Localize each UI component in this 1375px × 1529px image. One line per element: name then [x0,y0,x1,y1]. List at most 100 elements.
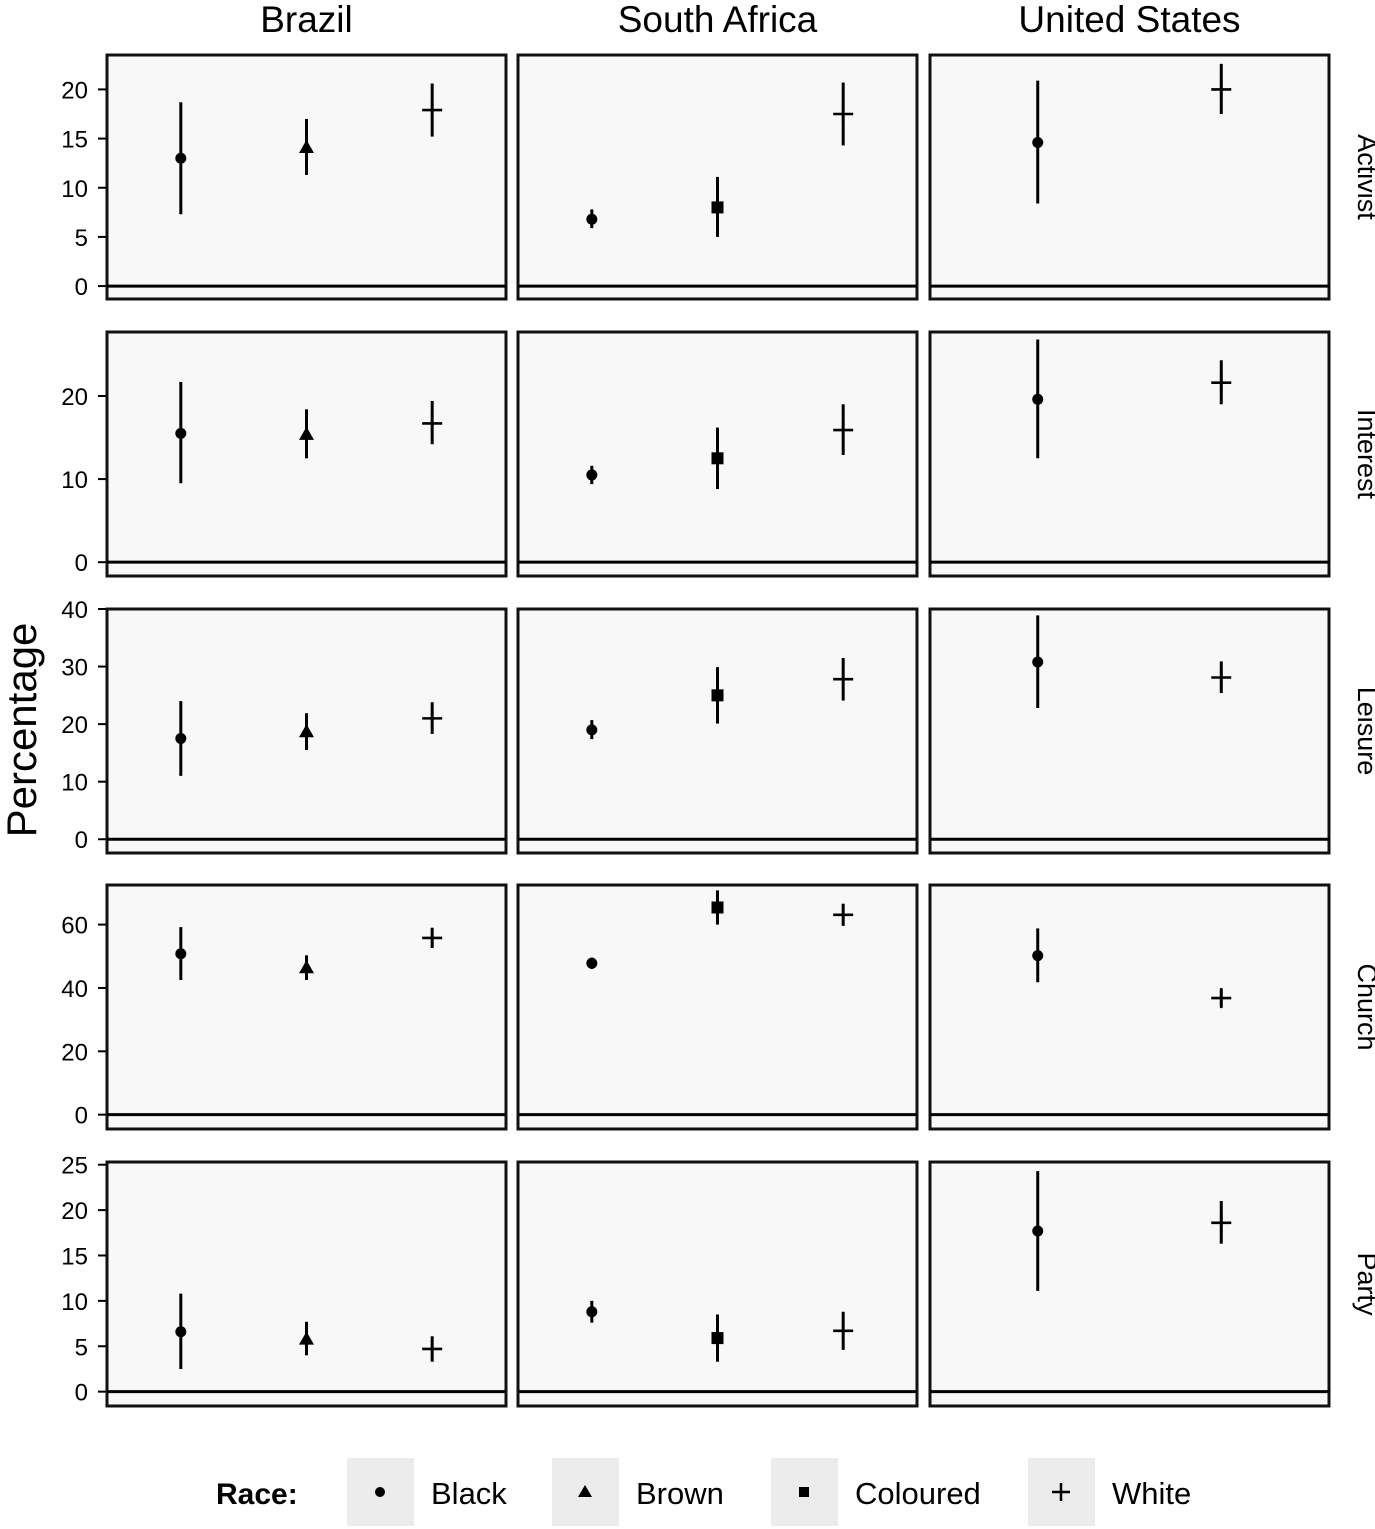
point-brown [299,426,314,440]
point-black [586,469,598,481]
y-tick-label: 60 [61,913,88,940]
point-black [175,1326,187,1338]
column-title-south-africa: South Africa [618,0,818,40]
point-black [175,152,187,164]
panel-interest-south-africa [516,330,919,578]
point-black [1032,393,1044,405]
panel-interest-united-states [928,330,1331,578]
panel-party-brazil [105,1160,508,1408]
point-black [175,427,187,439]
y-tick-label: 20 [61,1198,88,1225]
panel-party-united-states [928,1160,1331,1408]
y-axis-interest: 0 10 20 [61,384,107,577]
y-tick-label: 0 [75,1103,88,1130]
point-white [833,669,854,690]
point-black [586,957,598,969]
legend-key-triangle-icon [578,1485,592,1497]
panel-party-south-africa [516,1160,919,1408]
point-white [1211,1212,1232,1233]
panel-frame [928,883,1331,1131]
panel-frame [928,330,1331,578]
point-coloured [711,201,724,214]
legend-label: White [1112,1476,1191,1511]
point-black [175,733,187,745]
y-tick-label: 10 [61,770,88,797]
y-axis-title: Percentage [0,623,45,838]
point-white [833,1320,854,1341]
column-title-brazil: Brazil [260,0,353,40]
panel-frame [105,1160,508,1408]
point-brown [299,139,314,154]
panel-leisure-united-states [928,607,1331,855]
legend-item-coloured: Coloured [771,1458,981,1526]
panel-activist-south-africa [516,53,919,301]
point-brown [299,1331,314,1345]
panel-church-united-states [928,883,1331,1131]
y-axis-party: 0 5 10 15 20 25 [61,1153,107,1407]
row-label-party: Party [1352,1252,1375,1316]
y-axis-leisure: 0 10 20 30 40 [61,597,107,854]
y-tick-label: 30 [61,655,88,682]
point-white [422,927,443,948]
row-label-interest: Interest [1352,409,1375,500]
point-brown [299,960,314,974]
panel-leisure-brazil [105,607,508,855]
y-tick-label: 20 [61,712,88,739]
legend-item-black: Black [347,1458,507,1526]
point-coloured [711,901,724,914]
point-white [833,420,854,441]
y-tick-label: 20 [61,1039,88,1066]
point-white [833,904,854,925]
point-black [586,1306,598,1318]
row-label-church: Church [1352,963,1375,1050]
column-title-united-states: United States [1018,0,1240,40]
point-black [1032,950,1044,962]
point-white [833,104,854,124]
legend-label: Black [431,1476,507,1511]
y-tick-label: 40 [61,976,88,1003]
row-label-leisure: Leisure [1352,687,1375,776]
legend-label: Coloured [855,1476,981,1511]
panel-frame [105,53,508,301]
panel-frame [928,607,1331,855]
point-white [422,413,443,434]
point-coloured [711,689,724,702]
panel-church-south-africa [516,883,919,1131]
point-black [175,948,187,960]
y-tick-label: 10 [61,1289,88,1316]
point-black [586,213,598,225]
row-label-activist: Activist [1352,134,1375,220]
y-tick-label: 25 [61,1153,88,1180]
y-tick-label: 10 [61,467,88,494]
point-white [1211,372,1232,393]
y-tick-label: 0 [75,827,88,854]
point-white [1211,667,1232,688]
panel-frame [516,883,919,1131]
point-black [1032,656,1044,668]
y-tick-label: 40 [61,597,88,624]
panel-frame [105,330,508,578]
y-axis-church: 0 20 40 60 [61,913,107,1130]
legend-key-circle-icon [375,1487,385,1497]
panel-activist-brazil [105,53,508,301]
panel-activist-united-states [928,53,1331,301]
panel-frame [516,607,919,855]
y-tick-label: 15 [61,1243,88,1270]
point-black [1032,137,1044,149]
legend-key-square-icon [799,1487,809,1497]
legend-item-brown: Brown [552,1458,724,1526]
y-tick-label: 20 [61,384,88,411]
point-white [422,100,443,121]
point-coloured [711,1332,724,1345]
y-tick-label: 5 [75,225,88,252]
y-tick-label: 0 [75,550,88,577]
legend-item-white: White [1028,1458,1191,1526]
point-white [1211,79,1232,100]
point-white [1211,988,1232,1009]
y-tick-label: 0 [75,274,88,301]
point-black [586,724,598,736]
point-white [422,708,443,729]
panel-frame [105,883,508,1131]
legend-label: Brown [636,1476,724,1511]
